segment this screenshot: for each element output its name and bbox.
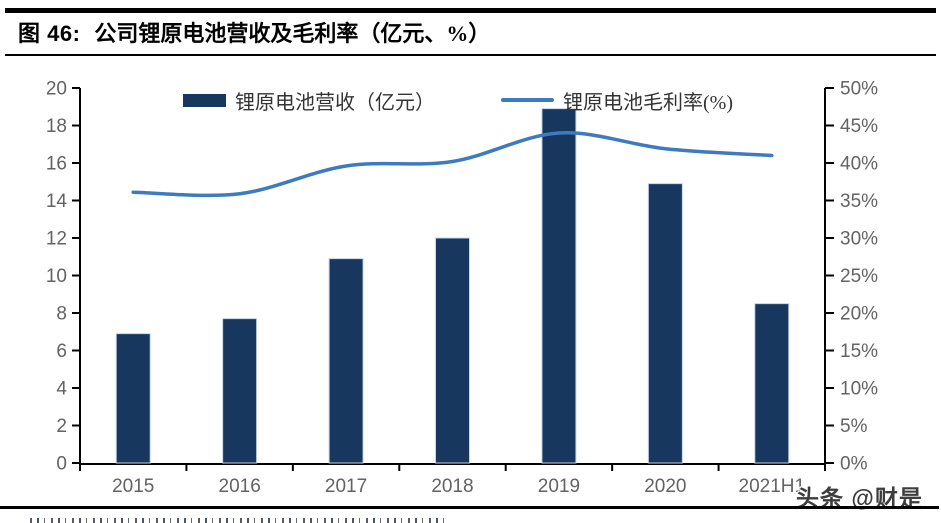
legend-item-revenue: 锂原电池营收（亿元） bbox=[183, 89, 435, 114]
title-underline-rule bbox=[5, 54, 936, 56]
x-axis-label: 2020 bbox=[644, 476, 686, 497]
right-axis-tick-label: 50% bbox=[840, 79, 878, 100]
x-axis-label: 2021H1 bbox=[739, 476, 806, 497]
figure-title-text: 公司锂原电池营收及毛利率（亿元、%） bbox=[94, 21, 491, 46]
right-axis-tick-label: 20% bbox=[840, 304, 878, 325]
revenue-bar-2018 bbox=[435, 237, 470, 464]
right-axis-tick-label: 30% bbox=[840, 229, 878, 250]
top-rule bbox=[5, 8, 936, 13]
x-axis-label: 2017 bbox=[325, 476, 367, 497]
revenue-bar-2017 bbox=[328, 258, 364, 464]
right-axis-tick-label: 45% bbox=[840, 116, 878, 137]
right-axis-tick-label: 10% bbox=[840, 379, 878, 400]
x-axis-label: 2015 bbox=[112, 476, 154, 497]
left-axis-tick-label: 18 bbox=[46, 116, 67, 137]
right-axis-tick-label: 25% bbox=[840, 266, 878, 287]
gross-margin-line bbox=[131, 131, 774, 198]
left-axis-tick-label: 12 bbox=[46, 229, 67, 250]
left-axis-tick-label: 8 bbox=[56, 304, 67, 325]
left-axis-tick-label: 2 bbox=[56, 416, 67, 437]
bottom-rule bbox=[0, 506, 939, 509]
figure-number: 图 46: bbox=[18, 21, 81, 46]
figure-title: 图 46: 公司锂原电池营收及毛利率（亿元、%） bbox=[18, 16, 490, 48]
revenue-bar-2015 bbox=[115, 333, 151, 464]
x-axis-label: 2018 bbox=[431, 476, 473, 497]
right-axis-tick-label: 40% bbox=[840, 154, 878, 175]
right-axis-tick-label: 0% bbox=[840, 454, 868, 475]
left-axis-tick-label: 14 bbox=[46, 191, 68, 212]
left-axis-tick-label: 16 bbox=[46, 154, 67, 175]
legend-item-margin: 锂原电池毛利率(%) bbox=[501, 89, 733, 114]
revenue-bar-2021H1 bbox=[754, 303, 790, 464]
right-axis-tick-label: 15% bbox=[840, 341, 878, 362]
right-axis-tick-label: 5% bbox=[840, 416, 868, 437]
revenue-bar-2020 bbox=[647, 183, 683, 464]
x-axis-label: 2019 bbox=[538, 476, 580, 497]
clipped-footnote-remnant bbox=[30, 518, 445, 523]
x-axis-label: 2016 bbox=[219, 476, 261, 497]
revenue-bar-2019 bbox=[541, 108, 577, 464]
left-axis-tick-label: 6 bbox=[56, 341, 67, 362]
line-legend-swatch bbox=[501, 98, 554, 102]
right-axis-tick-label: 35% bbox=[840, 191, 878, 212]
left-axis-tick-label: 0 bbox=[56, 454, 67, 475]
line-legend-label: 锂原电池毛利率(%) bbox=[563, 91, 733, 114]
bar-legend-label: 锂原电池营收（亿元） bbox=[235, 91, 435, 114]
left-axis-tick-label: 20 bbox=[46, 79, 67, 100]
left-axis-tick-label: 4 bbox=[56, 379, 67, 400]
bar-legend-swatch bbox=[183, 93, 226, 107]
left-axis-tick-label: 10 bbox=[46, 266, 67, 287]
revenue-bar-2016 bbox=[222, 318, 258, 464]
